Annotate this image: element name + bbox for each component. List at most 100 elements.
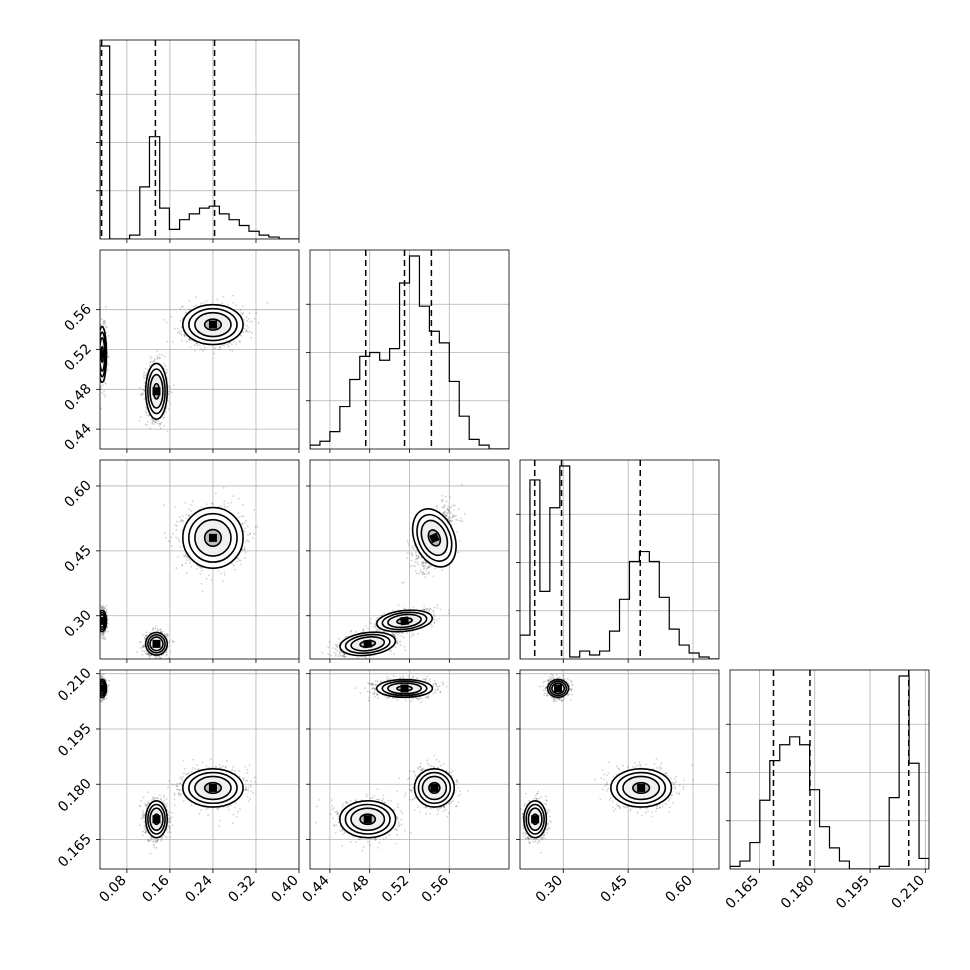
sample-point xyxy=(98,345,100,347)
sample-point xyxy=(142,634,144,636)
sample-point xyxy=(221,344,224,347)
sample-point xyxy=(94,625,96,627)
sample-point xyxy=(199,573,202,575)
sample-point xyxy=(97,360,99,362)
sample-point xyxy=(143,398,146,400)
sample-point xyxy=(192,305,195,308)
sample-point xyxy=(147,654,150,657)
sample-point xyxy=(257,321,260,324)
sample-point xyxy=(100,634,103,637)
contour-line xyxy=(149,373,164,409)
sample-point xyxy=(154,625,157,628)
sample-point xyxy=(178,332,181,335)
sample-point xyxy=(147,421,149,423)
sample-point xyxy=(219,348,222,350)
sample-point xyxy=(100,407,102,410)
sample-point xyxy=(97,368,99,370)
sample-point xyxy=(97,360,99,362)
y-tick-label: 0.52 xyxy=(61,341,94,374)
sample-point xyxy=(194,349,197,352)
sample-point xyxy=(221,302,224,305)
sample-point xyxy=(102,606,104,608)
sample-point xyxy=(101,632,104,635)
sample-point xyxy=(245,329,248,332)
sample-point xyxy=(102,604,104,607)
sample-point xyxy=(159,628,162,631)
contour-line xyxy=(100,325,108,384)
sample-point xyxy=(196,568,198,570)
sample-point xyxy=(244,527,246,530)
sample-point xyxy=(139,416,142,418)
contour-line xyxy=(144,362,169,420)
sample-point xyxy=(97,611,99,613)
sample-point xyxy=(103,390,105,392)
sample-point xyxy=(213,352,216,355)
sample-point xyxy=(147,653,150,655)
sample-point xyxy=(154,420,157,423)
sample-point xyxy=(165,651,168,654)
sample-point xyxy=(235,304,238,307)
sample-point xyxy=(183,555,186,558)
sample-point xyxy=(97,370,99,372)
sample-point xyxy=(98,353,100,355)
sample-point xyxy=(98,384,100,386)
sample-point xyxy=(101,607,103,610)
sample-point xyxy=(165,654,168,657)
sample-point xyxy=(240,515,243,518)
sample-point xyxy=(106,625,109,628)
sample-point xyxy=(145,408,148,410)
sample-point xyxy=(144,410,147,413)
sample-point xyxy=(241,305,244,307)
sample-point xyxy=(102,632,105,634)
sample-point xyxy=(101,606,104,609)
sample-point xyxy=(163,355,166,358)
sample-point xyxy=(156,356,159,359)
sample-point xyxy=(152,629,155,632)
panel-0-0 xyxy=(96,39,300,243)
sample-point xyxy=(205,503,208,506)
sample-point xyxy=(98,343,100,345)
sample-point xyxy=(96,622,98,624)
sample-point xyxy=(151,422,154,425)
sample-point xyxy=(167,385,170,388)
sample-point xyxy=(95,614,97,616)
sample-point xyxy=(163,424,166,427)
sample-point xyxy=(157,420,160,422)
sample-point xyxy=(146,651,149,654)
sample-point xyxy=(168,641,170,644)
sample-point xyxy=(231,350,234,352)
sample-point xyxy=(141,649,144,652)
sample-point xyxy=(169,390,172,393)
sample-point xyxy=(172,384,175,387)
sample-point xyxy=(98,379,100,381)
sample-point xyxy=(165,635,168,637)
sample-point xyxy=(158,424,161,427)
sample-point xyxy=(247,331,249,334)
sample-point xyxy=(142,392,145,395)
sample-point xyxy=(205,300,208,302)
sample-point xyxy=(188,338,191,341)
sample-point xyxy=(142,389,145,391)
sample-point xyxy=(166,633,169,636)
sample-point xyxy=(155,656,158,658)
sample-point xyxy=(180,331,183,333)
sample-point xyxy=(139,647,142,649)
sample-point xyxy=(101,391,104,394)
sample-point xyxy=(97,364,99,366)
sample-point xyxy=(145,652,147,655)
sample-point xyxy=(237,557,240,559)
sample-point xyxy=(163,532,166,534)
contour-line xyxy=(194,311,232,338)
sample-point xyxy=(103,393,105,396)
sample-point xyxy=(163,416,166,419)
density-peak xyxy=(100,350,107,359)
sample-point xyxy=(98,620,100,622)
sample-point xyxy=(171,391,173,394)
sample-point xyxy=(250,336,253,339)
sample-point xyxy=(148,655,151,658)
sample-point xyxy=(244,521,247,524)
sample-point xyxy=(249,533,252,536)
sample-point xyxy=(96,360,98,362)
sample-point xyxy=(103,321,105,324)
sample-point xyxy=(98,618,100,620)
